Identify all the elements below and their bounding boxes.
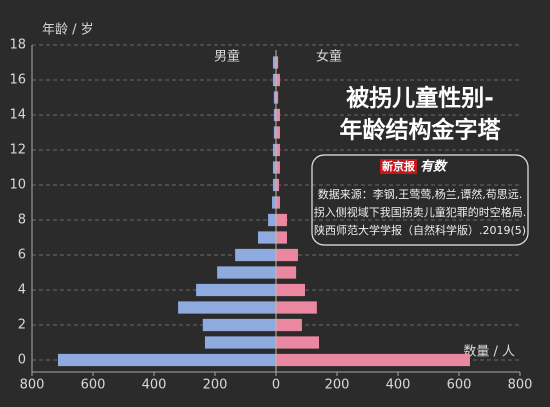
x-axis-label: 数量 / 人 [463,345,515,360]
x-tick-label: 800 [508,378,533,393]
y-tick-label: 10 [9,178,26,193]
bar [272,196,276,209]
y-tick-label: 16 [9,73,26,88]
bar [276,56,279,69]
bar [272,56,276,69]
source-box [311,154,529,246]
x-tick-label: 600 [447,378,472,393]
chart-title: 被拐儿童性别- [346,85,494,112]
bar [272,143,276,157]
x-tick-label: 400 [386,378,411,393]
bar [57,353,276,367]
x-tick-label: 600 [81,378,106,393]
bar [217,266,276,279]
source-text: 拐入侧视域下我国拐卖儿童犯罪的时空格局. [314,205,527,219]
bar [258,231,276,244]
bar [235,248,276,262]
y-axis-label: 年龄 / 岁 [42,23,94,38]
bar [273,108,276,122]
bar [276,143,280,157]
bar [276,301,317,314]
bar [276,91,279,104]
bar [276,318,302,332]
logo: 新京报 [382,159,416,173]
bar [272,161,276,174]
bar [276,231,287,244]
y-tick-label: 18 [9,38,26,53]
y-tick-label: 14 [9,108,26,123]
bar [276,213,287,227]
bar [273,91,276,104]
bar [276,161,280,174]
y-tick-label: 0 [18,353,26,368]
bar [276,178,280,192]
chart-title: 年龄结构金字塔 [340,117,502,144]
x-tick-label: 400 [142,378,167,393]
bar [272,73,276,87]
y-tick-label: 12 [9,143,26,158]
legend-label: 女童 [316,49,342,65]
bar [276,126,280,139]
bar [178,301,276,314]
bar [268,213,276,227]
logo: 有数 [420,159,448,175]
bar [204,336,276,349]
y-tick-label: 8 [18,213,26,228]
legend-label: 男童 [214,49,240,65]
x-tick-label: 0 [272,378,280,393]
y-tick-label: 4 [18,283,26,298]
bar [276,353,470,367]
source-text: 数据来源：李钢,王莺莺,杨兰,谭然,苟思远. [318,187,522,201]
bar [196,283,276,297]
bar [276,283,305,297]
bar [202,318,276,332]
x-tick-label: 800 [20,378,45,393]
bar [276,336,320,349]
bar [276,108,280,122]
x-tick-label: 200 [203,378,228,393]
logo-box [380,159,417,174]
bar [276,248,298,262]
x-tick-label: 200 [325,378,350,393]
bar [276,196,280,209]
bar [276,73,280,87]
source-text: 陕西师范大学学报（自然科学版）.2019(5) [314,223,526,237]
y-tick-label: 6 [18,248,26,263]
bar [273,126,276,139]
bar [276,266,297,279]
y-tick-label: 2 [18,318,26,333]
bar [272,178,276,192]
